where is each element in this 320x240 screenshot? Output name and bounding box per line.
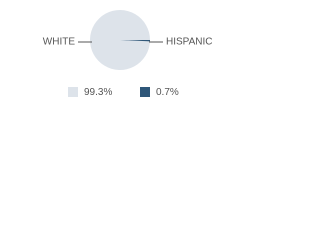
- pie-slice: [120, 40, 150, 42]
- legend-label: 99.3%: [84, 87, 112, 98]
- slice-label: HISPANIC: [166, 37, 213, 48]
- legend-label: 0.7%: [156, 87, 179, 98]
- legend-swatch: [68, 87, 78, 97]
- pie-slice: [89, 10, 150, 71]
- slice-label: WHITE: [43, 37, 76, 48]
- legend-swatch: [140, 87, 150, 97]
- chart: WHITE HISPANIC 99.3% 0.7%: [43, 10, 213, 98]
